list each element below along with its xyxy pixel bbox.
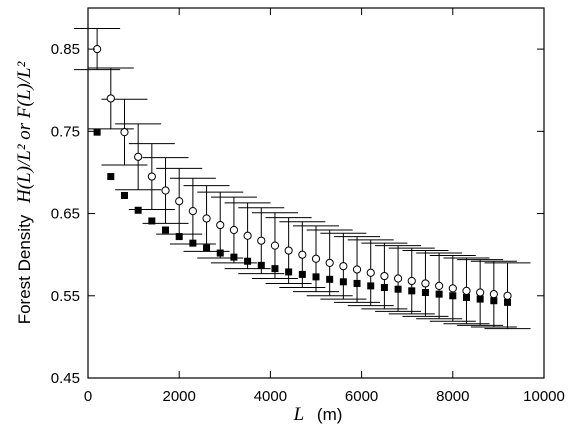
square-point: [271, 265, 279, 273]
square-point: [120, 191, 128, 199]
square-point: [257, 261, 265, 269]
square-point: [216, 249, 224, 257]
circle-point: [298, 250, 307, 259]
circle-point: [435, 281, 444, 291]
x-tick-label: 6000: [345, 388, 378, 405]
square-point: [312, 273, 320, 281]
circle-point: [106, 94, 115, 103]
x-tick-label: 0: [84, 388, 92, 405]
circle-point: [448, 284, 457, 293]
square-point: [435, 290, 443, 298]
y-axis-prefix: Forest Density: [15, 214, 34, 324]
x-tick-label: 4000: [254, 388, 287, 405]
square-point: [93, 128, 101, 136]
square-point: [203, 244, 211, 252]
circle-point: [380, 271, 389, 281]
x-tick-label: 10000: [523, 388, 565, 405]
square-point: [504, 298, 512, 306]
x-tick-label: 2000: [163, 388, 196, 405]
circle-point: [202, 214, 211, 223]
circle-point: [147, 172, 156, 181]
circle-point: [325, 258, 334, 267]
circle-point: [311, 254, 321, 263]
square-point: [134, 206, 142, 214]
y-tick-label: 0.85: [51, 41, 80, 58]
axis-ticks: [87, 8, 545, 379]
square-point: [421, 288, 429, 296]
y-tick-label: 0.45: [51, 370, 80, 387]
y-tick-label: 0.55: [51, 288, 80, 305]
circle-point: [120, 128, 129, 137]
x-axis-unit: (m): [317, 405, 342, 424]
square-point: [189, 239, 197, 247]
data-markers: [93, 45, 512, 306]
circle-point: [175, 197, 184, 206]
square-point: [107, 173, 115, 181]
tick-labels: 0 2000 4000 6000 8000 10000 0.45 0.55 0.65 0.75 0.…: [51, 41, 565, 405]
square-point: [244, 257, 252, 265]
circle-point: [161, 186, 170, 195]
circle-point: [284, 246, 293, 255]
square-point: [380, 284, 388, 292]
circle-point: [393, 274, 403, 283]
circle-point: [421, 279, 430, 288]
circle-point: [503, 291, 512, 300]
square-point: [230, 253, 238, 261]
square-point: [339, 278, 347, 286]
x-axis-title: L (m): [293, 404, 343, 425]
square-point: [462, 293, 470, 301]
circle-point: [243, 231, 252, 240]
y-axis-title: Forest Density H(L)/L² or F(L)/L²: [14, 61, 35, 324]
circle-point: [462, 286, 471, 295]
x-tick-label: 8000: [436, 388, 469, 405]
y-axis-expression: H(L)/L² or F(L)/L²: [14, 61, 35, 204]
square-point: [408, 287, 416, 295]
circle-point: [352, 265, 362, 274]
square-point: [175, 233, 183, 241]
x-axis-symbol: L: [293, 404, 305, 425]
square-point: [449, 292, 457, 300]
square-point: [476, 295, 484, 303]
circle-point: [489, 290, 498, 299]
circle-point: [366, 268, 375, 277]
circle-point: [134, 152, 143, 161]
circle-point: [257, 236, 266, 245]
y-tick-label: 0.65: [51, 206, 80, 223]
circle-point: [476, 288, 485, 297]
square-point: [285, 268, 293, 276]
circle-point: [216, 220, 225, 230]
circle-point: [270, 241, 280, 250]
y-tick-label: 0.75: [51, 123, 80, 140]
circle-point: [407, 276, 416, 286]
square-point: [162, 226, 170, 234]
square-point: [367, 282, 375, 290]
square-point: [326, 275, 334, 283]
square-point: [490, 297, 498, 305]
square-point: [353, 279, 361, 287]
error-bars: [74, 28, 531, 330]
square-point: [148, 217, 156, 225]
square-point: [298, 270, 306, 278]
circle-point: [188, 206, 197, 216]
plot-frame: [87, 7, 545, 379]
circle-point: [229, 225, 239, 235]
circle-point: [339, 262, 348, 271]
square-point: [394, 285, 402, 293]
